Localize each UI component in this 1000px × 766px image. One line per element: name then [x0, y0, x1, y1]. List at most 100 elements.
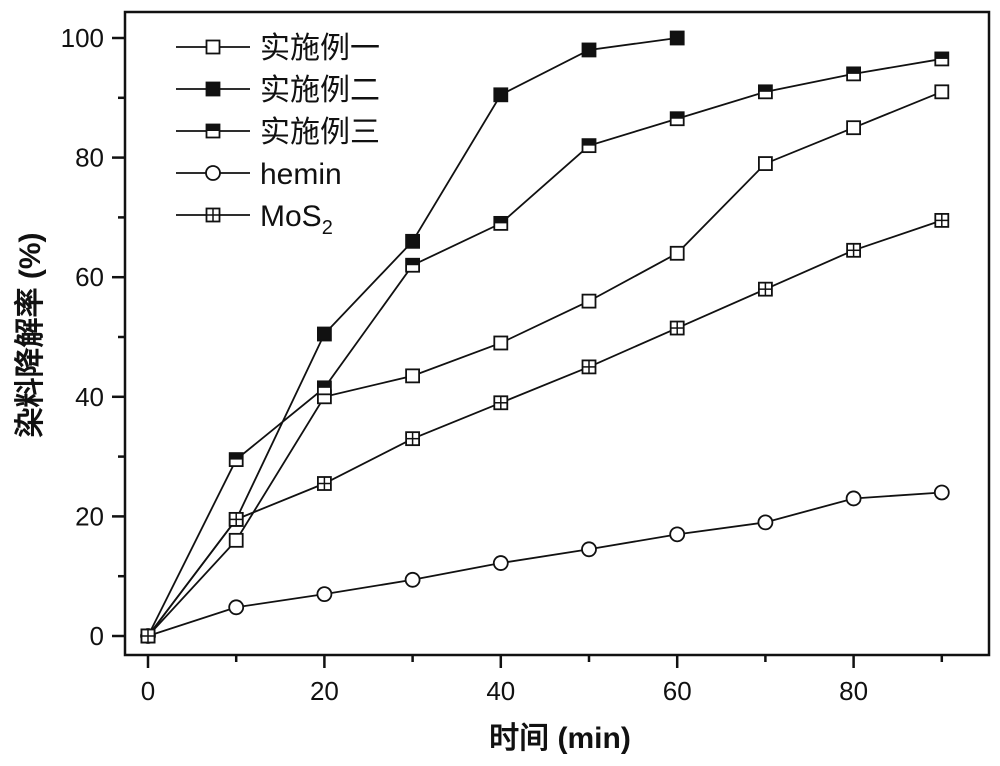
marker-square — [934, 84, 950, 100]
data-point — [228, 511, 244, 527]
marker-half-fill — [935, 52, 949, 59]
marker-half-fill — [229, 453, 243, 460]
data-point — [669, 30, 685, 46]
x-tick-label: 0 — [141, 676, 155, 706]
marker-circle — [404, 571, 421, 588]
data-point — [581, 138, 597, 154]
data-point — [405, 257, 421, 273]
data-point — [205, 207, 221, 223]
data-point — [581, 42, 597, 58]
data-point — [934, 212, 950, 228]
data-point — [845, 490, 862, 507]
data-point — [404, 571, 421, 588]
series-line — [147, 58, 942, 637]
y-tick-label: 100 — [61, 23, 104, 53]
marker-square — [405, 368, 421, 384]
data-point — [205, 81, 221, 97]
data-point — [669, 320, 685, 336]
legend-label: 实施例三 — [260, 116, 380, 149]
marker-half-fill — [494, 216, 508, 224]
series-group — [140, 30, 950, 644]
data-point — [405, 368, 421, 384]
marker-square — [493, 87, 509, 103]
legend-label: 实施例二 — [260, 74, 380, 107]
series-line — [147, 90, 943, 637]
data-point — [581, 541, 597, 558]
data-point — [669, 111, 685, 127]
x-axis-label: 时间 (min) — [489, 722, 631, 755]
data-point — [405, 431, 421, 447]
marker-half-fill — [206, 124, 220, 131]
marker-square — [316, 326, 332, 342]
data-point — [205, 123, 221, 139]
marker-square — [846, 120, 861, 136]
data-point — [316, 476, 332, 491]
marker-square — [205, 81, 221, 97]
data-point — [205, 39, 221, 55]
data-point — [757, 514, 774, 531]
data-point — [758, 84, 773, 100]
series-line — [147, 37, 678, 637]
legend-label: MoS2 — [260, 200, 333, 239]
data-point — [758, 156, 773, 171]
data-point — [493, 335, 509, 351]
x-tick-label: 40 — [486, 676, 515, 706]
marker-half-fill — [317, 381, 331, 388]
marker-square — [758, 156, 773, 171]
data-point — [934, 84, 950, 100]
marker-square — [669, 30, 685, 46]
data-point — [316, 380, 332, 396]
y-axis: 0 20 40 60 80 100 — [61, 23, 125, 651]
marker-square — [669, 245, 685, 261]
legend-label: 实施例一 — [260, 32, 380, 65]
data-point — [669, 245, 685, 261]
marker-circle — [492, 555, 509, 571]
data-point — [493, 87, 509, 103]
marker-circle — [316, 586, 333, 603]
x-tick-label: 20 — [310, 676, 339, 706]
data-point — [228, 532, 244, 548]
marker-square — [493, 335, 509, 351]
legend-label: hemin — [260, 158, 342, 191]
data-point — [228, 452, 244, 467]
data-point — [934, 51, 950, 67]
marker-square — [581, 42, 597, 58]
data-point — [228, 599, 245, 616]
data-point — [492, 555, 509, 571]
data-point — [846, 242, 861, 258]
data-point — [493, 395, 509, 411]
marker-half-fill — [847, 67, 861, 74]
marker-circle — [757, 514, 774, 531]
data-point — [205, 165, 221, 181]
y-tick-label: 40 — [75, 382, 104, 412]
marker-circle — [228, 599, 245, 616]
data-point — [405, 233, 421, 249]
marker-square — [581, 293, 597, 309]
marker-square — [405, 233, 421, 249]
data-point — [581, 359, 597, 375]
data-point — [316, 326, 332, 342]
data-point — [933, 484, 950, 501]
marker-half-fill — [670, 112, 684, 119]
data-point — [493, 215, 509, 231]
x-tick-label: 60 — [663, 676, 692, 706]
y-tick-label: 60 — [75, 262, 104, 292]
marker-half-fill — [406, 258, 420, 266]
marker-half-fill — [758, 85, 772, 92]
marker-circle — [933, 484, 950, 501]
data-point — [581, 293, 597, 309]
y-tick-label: 0 — [90, 621, 104, 651]
data-point — [669, 526, 686, 543]
series-line — [147, 219, 943, 637]
marker-square — [228, 532, 244, 548]
data-point — [846, 66, 861, 82]
marker-circle — [845, 490, 862, 507]
marker-circle — [205, 165, 221, 181]
y-tick-label: 80 — [75, 143, 104, 173]
marker-square — [205, 39, 221, 55]
series-line — [147, 491, 942, 637]
data-point — [316, 586, 333, 603]
data-point — [758, 281, 773, 297]
